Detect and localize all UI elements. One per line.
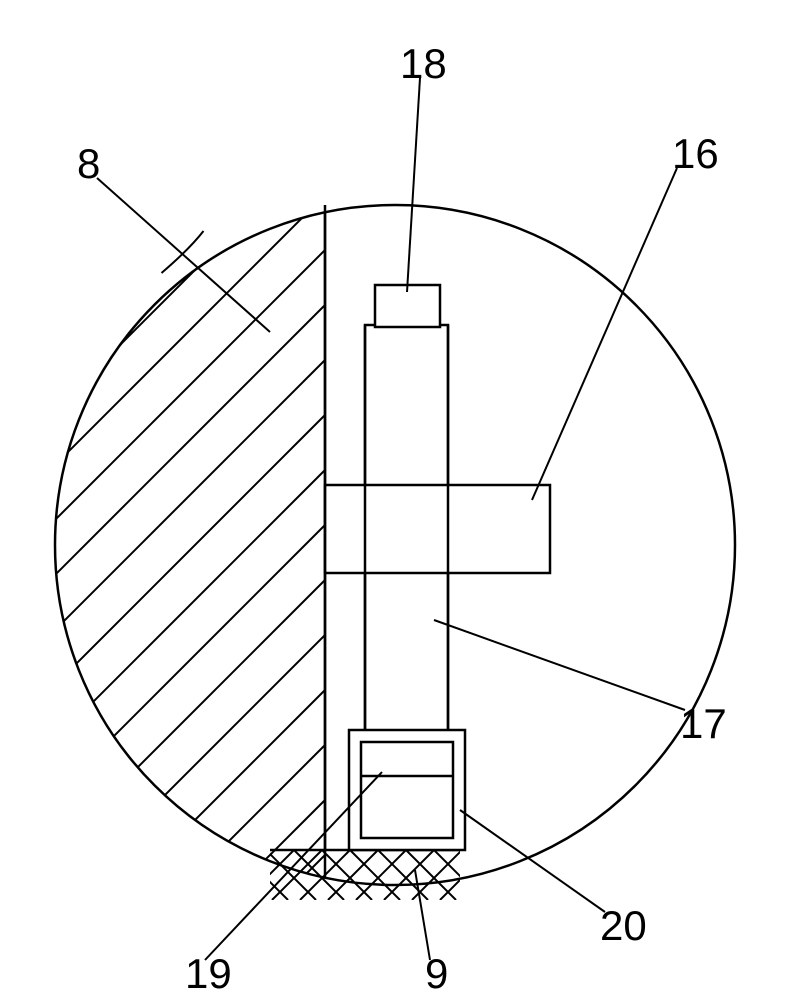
leader-17 (434, 620, 685, 710)
label-18: 18 (400, 40, 447, 88)
label-19: 19 (185, 950, 232, 998)
leader-18 (407, 78, 420, 292)
box-20-inner (361, 742, 453, 838)
label-17: 17 (680, 700, 727, 748)
bottom-crosshatch (20, 850, 708, 900)
leader-19 (205, 772, 382, 960)
leader-16 (532, 168, 677, 500)
label-8: 8 (77, 140, 100, 188)
label-16: 16 (672, 130, 719, 178)
label-20: 20 (600, 902, 647, 950)
leader-20 (460, 810, 605, 912)
components (325, 205, 550, 850)
bracket-16 (325, 485, 550, 573)
label-9: 9 (425, 950, 448, 998)
